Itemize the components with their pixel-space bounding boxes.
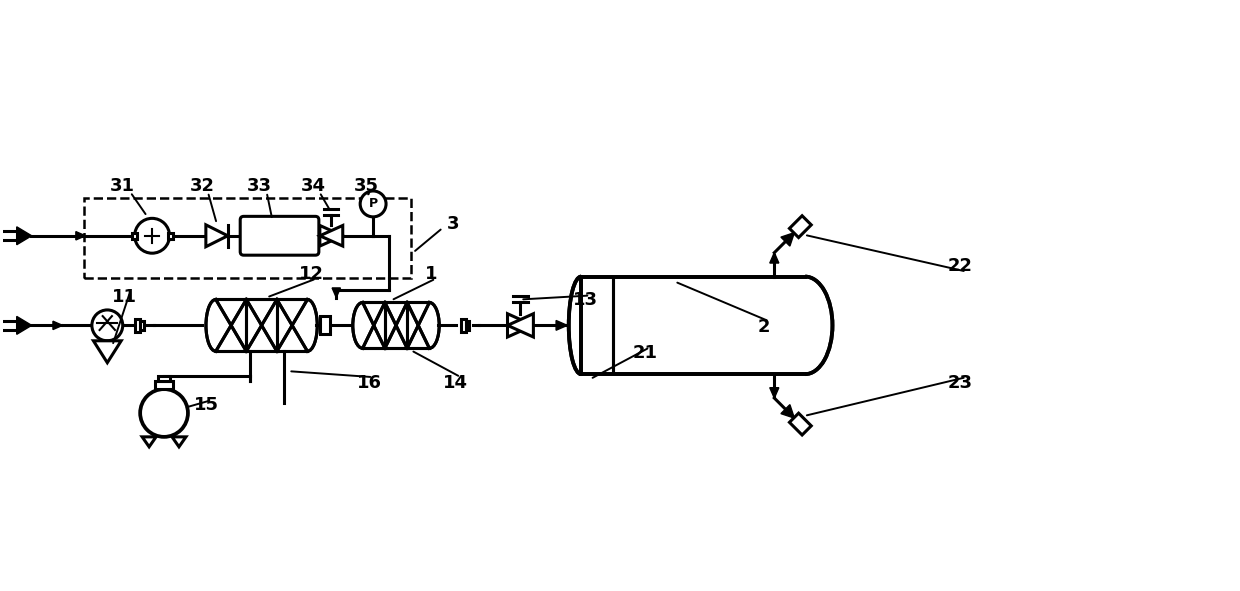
Bar (0, 321, 16, 330)
Polygon shape (320, 225, 342, 246)
Bar (157, 376, 170, 381)
Polygon shape (53, 321, 62, 330)
Text: 32: 32 (190, 177, 215, 195)
Text: 2: 2 (758, 319, 770, 336)
Text: 14: 14 (443, 374, 469, 392)
Polygon shape (16, 316, 32, 335)
Polygon shape (172, 437, 186, 447)
Polygon shape (320, 225, 342, 246)
Bar (356, 303, 435, 348)
Text: 11: 11 (112, 288, 136, 307)
Circle shape (135, 218, 170, 253)
Text: 3: 3 (446, 215, 459, 233)
Text: 35: 35 (353, 177, 378, 195)
Text: 22: 22 (947, 256, 973, 275)
Polygon shape (332, 288, 341, 297)
Text: 15: 15 (195, 396, 219, 414)
Bar (131, 233, 138, 239)
Bar (155, 381, 174, 389)
Text: 12: 12 (299, 265, 324, 282)
Circle shape (140, 389, 188, 437)
Bar (0, 231, 16, 241)
Bar (167, 233, 174, 239)
Bar (135, 319, 140, 332)
Polygon shape (507, 314, 533, 337)
Polygon shape (93, 341, 122, 363)
Text: 21: 21 (632, 344, 657, 362)
Text: 31: 31 (110, 177, 135, 195)
Bar (84, 198, 410, 278)
Polygon shape (781, 233, 795, 246)
Circle shape (360, 191, 386, 217)
Bar (582, 277, 830, 374)
Bar (320, 316, 330, 335)
Polygon shape (781, 405, 795, 418)
FancyBboxPatch shape (241, 216, 319, 255)
Bar (461, 319, 466, 332)
Polygon shape (556, 320, 567, 330)
Text: 1: 1 (424, 265, 438, 282)
Polygon shape (507, 314, 533, 337)
Polygon shape (790, 216, 811, 238)
Text: 13: 13 (573, 291, 598, 310)
Polygon shape (16, 227, 32, 245)
Polygon shape (206, 225, 228, 246)
Bar (466, 321, 469, 330)
Polygon shape (790, 413, 811, 435)
Bar (210, 300, 314, 350)
Polygon shape (76, 232, 86, 240)
Polygon shape (770, 388, 779, 398)
Bar (140, 321, 144, 330)
Text: 33: 33 (247, 177, 272, 195)
Circle shape (92, 310, 123, 341)
Polygon shape (770, 253, 779, 263)
Text: 16: 16 (357, 374, 382, 392)
Text: 34: 34 (301, 177, 326, 195)
Text: 23: 23 (947, 374, 973, 392)
Text: P: P (368, 197, 378, 210)
Polygon shape (143, 437, 156, 447)
